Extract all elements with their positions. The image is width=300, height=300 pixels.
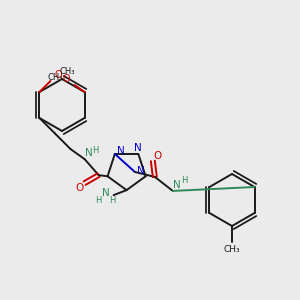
Text: N: N bbox=[137, 166, 145, 176]
Text: O: O bbox=[55, 70, 62, 80]
Text: O: O bbox=[154, 151, 162, 161]
Text: CH₃: CH₃ bbox=[60, 68, 75, 76]
Text: CH₃: CH₃ bbox=[224, 244, 240, 253]
Text: CH₃: CH₃ bbox=[48, 73, 63, 82]
Text: N: N bbox=[134, 143, 142, 153]
Text: N: N bbox=[102, 188, 110, 198]
Text: N: N bbox=[117, 146, 125, 156]
Text: H: H bbox=[110, 196, 116, 205]
Text: O: O bbox=[63, 74, 70, 84]
Text: H: H bbox=[92, 146, 99, 154]
Text: O: O bbox=[76, 183, 84, 193]
Text: H: H bbox=[181, 176, 187, 185]
Text: N: N bbox=[85, 148, 92, 158]
Text: N: N bbox=[173, 180, 181, 190]
Text: H: H bbox=[95, 196, 102, 205]
